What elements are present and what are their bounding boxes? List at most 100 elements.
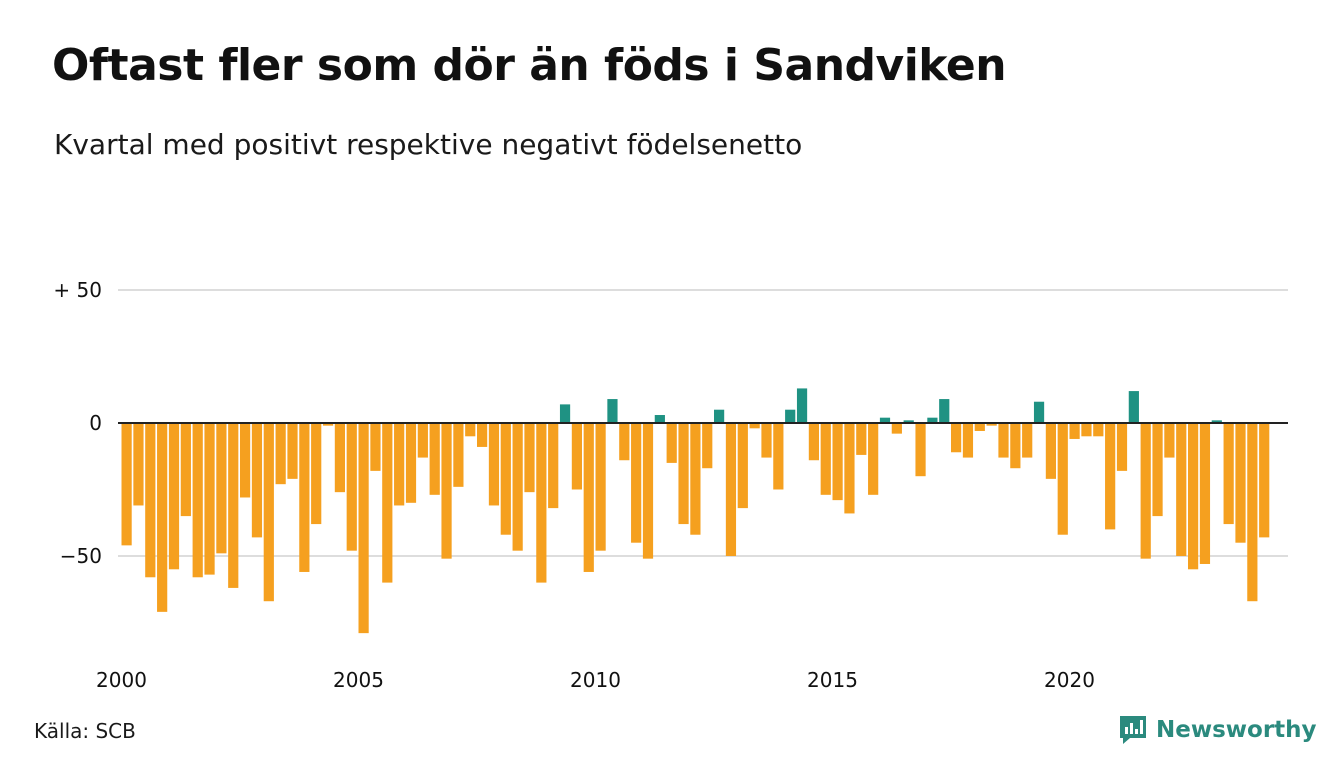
bars (121, 388, 1270, 634)
bar (702, 423, 713, 469)
bar (382, 423, 393, 583)
bar (571, 423, 582, 490)
bar (145, 423, 156, 578)
bar (891, 423, 902, 434)
bar (287, 423, 298, 479)
bar (275, 423, 286, 485)
bar (654, 415, 665, 423)
bar (820, 423, 831, 495)
bar (263, 423, 274, 602)
x-tick-label: 2010 (570, 668, 621, 692)
newsworthy-logo-icon (1120, 716, 1146, 744)
bar (1033, 401, 1045, 423)
x-tick-label: 2015 (807, 668, 858, 692)
bar (856, 423, 867, 455)
bar (441, 423, 452, 559)
bar (773, 423, 784, 490)
bar (228, 423, 239, 588)
bar (927, 417, 938, 423)
bar (1199, 423, 1211, 564)
bar (1010, 423, 1021, 469)
bar (358, 423, 369, 634)
bar (868, 423, 879, 495)
y-tick-label: + 50 (53, 278, 102, 302)
bar (1223, 423, 1234, 525)
bar (1057, 423, 1068, 535)
bar (690, 423, 701, 535)
bar (725, 423, 737, 556)
bar (879, 417, 891, 423)
bar (477, 423, 488, 447)
bar (785, 409, 796, 423)
bar (192, 423, 203, 578)
chart-title: Oftast fler som dör än föds i Sandviken (52, 40, 1007, 91)
bar (180, 423, 191, 517)
bar (204, 423, 215, 575)
bar (121, 423, 132, 546)
bar (678, 423, 689, 525)
bar (761, 423, 772, 458)
bar (465, 423, 476, 437)
bar (1140, 423, 1151, 559)
bar (370, 423, 381, 471)
bar (962, 423, 974, 458)
bar (1247, 423, 1258, 602)
y-tick-label: 0 (89, 411, 102, 435)
bar (749, 423, 760, 429)
bar (240, 423, 251, 498)
bar (714, 409, 725, 423)
bar (607, 399, 618, 423)
bar (844, 423, 855, 514)
x-tick-label: 2020 (1044, 668, 1095, 692)
bar (631, 423, 642, 543)
bar (583, 423, 594, 572)
bar (322, 423, 334, 426)
bar (1093, 423, 1104, 437)
y-tick-label: −50 (60, 544, 102, 568)
bar (986, 423, 997, 426)
brand-name: Newsworthy (1156, 717, 1317, 743)
bar (915, 423, 926, 477)
bar (1069, 423, 1080, 439)
bar (974, 423, 985, 431)
bar (1164, 423, 1175, 458)
bar (737, 423, 748, 509)
bar (642, 423, 654, 559)
bar (299, 423, 310, 572)
bar (832, 423, 843, 501)
bar (1116, 423, 1128, 471)
gridlines (118, 289, 1288, 557)
bar (1235, 423, 1246, 543)
brand-logo[interactable]: Newsworthy (1118, 714, 1317, 746)
bar (1081, 423, 1092, 437)
bar (394, 423, 405, 506)
bar (524, 423, 535, 493)
bar (951, 423, 962, 453)
bar (998, 423, 1009, 458)
bar (595, 423, 606, 551)
bar (512, 423, 523, 551)
bar (500, 423, 511, 535)
bar (559, 404, 571, 423)
bar (1176, 423, 1187, 556)
bar (346, 423, 357, 551)
bar (666, 423, 677, 463)
bar (157, 423, 168, 612)
bar (796, 388, 808, 423)
x-tick-label: 2005 (333, 668, 384, 692)
bar (808, 423, 819, 461)
bar (405, 423, 417, 503)
bar (251, 423, 263, 538)
bar (536, 423, 547, 583)
bar (334, 423, 345, 493)
bar (903, 420, 914, 423)
bar (1045, 423, 1056, 479)
chart-subtitle: Kvartal med positivt respektive negativt… (54, 128, 803, 161)
bar (417, 423, 428, 458)
bar (133, 423, 144, 506)
axes: + 50 0 −50 2000 2005 2010 2015 2020 (53, 278, 1288, 692)
bar (168, 423, 180, 570)
source-label: Källa: SCB (34, 719, 136, 743)
bar (1259, 423, 1270, 538)
bar (1188, 423, 1199, 570)
